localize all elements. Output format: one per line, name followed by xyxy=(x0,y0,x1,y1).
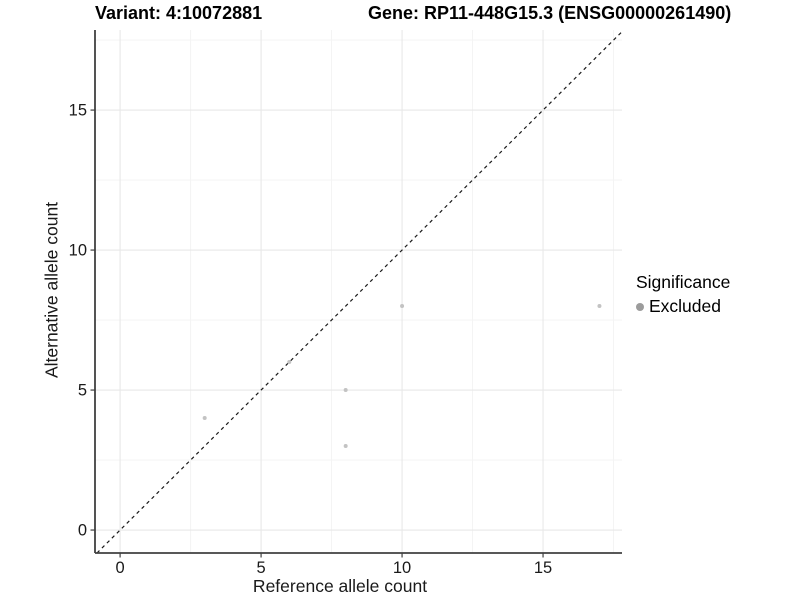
x-tick-label: 15 xyxy=(534,559,552,577)
y-tick-label: 5 xyxy=(78,382,87,400)
legend-item-label: Excluded xyxy=(649,296,721,316)
legend-title: Significance xyxy=(636,272,731,292)
data-point xyxy=(343,444,348,449)
x-tick-label: 0 xyxy=(116,559,125,577)
x-tick-label: 5 xyxy=(256,559,265,577)
excluded-marker-icon xyxy=(636,302,644,311)
y-tick-label: 15 xyxy=(69,102,87,120)
legend: Significance Excluded xyxy=(636,272,730,317)
identity-dashed-line xyxy=(96,31,623,554)
x-tick-label: 10 xyxy=(393,559,411,577)
gene-title: Gene: RP11-448G15.3 (ENSG00000261490) xyxy=(368,3,732,23)
y-tick-label: 0 xyxy=(78,522,87,540)
data-point xyxy=(400,304,405,309)
data-point xyxy=(597,304,602,309)
y-tick-label: 10 xyxy=(69,242,87,260)
data-point xyxy=(287,360,292,365)
x-axis-label: Reference allele count xyxy=(252,576,428,596)
y-axis-label: Alternative allele count xyxy=(41,201,62,379)
data-point xyxy=(202,416,207,421)
variant-title: Variant: 4:10072881 xyxy=(95,3,263,23)
legend-item-excluded: Excluded xyxy=(636,296,730,317)
data-point xyxy=(343,388,348,393)
